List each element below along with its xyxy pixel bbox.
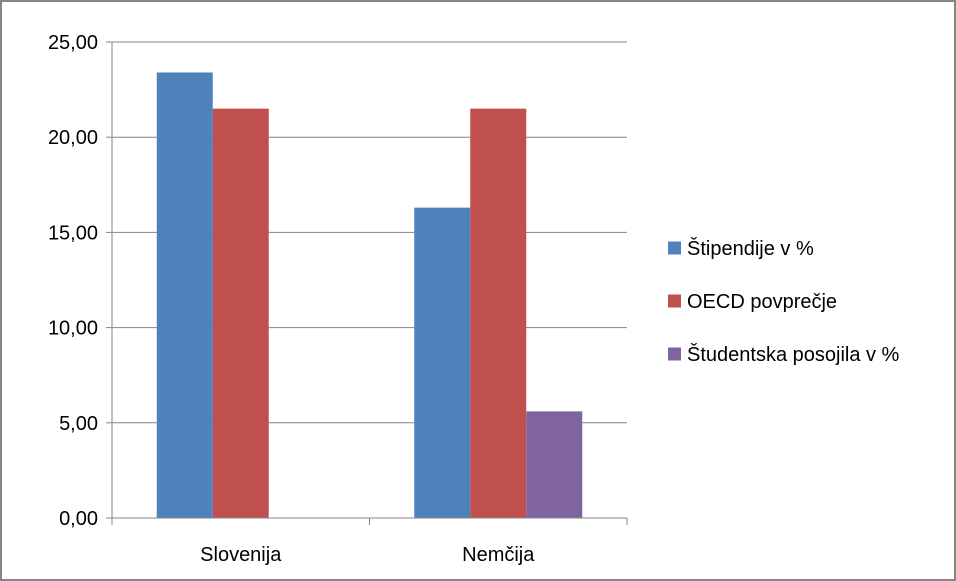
bar-nemčija-series-2 [526, 411, 583, 518]
legend-label: Študentska posojila v % [687, 343, 900, 366]
y-tick-label: 0,00 [59, 508, 98, 530]
y-tick-label: 20,00 [48, 127, 98, 149]
y-axis-tick-labels: 0,00 5,00 10,00 15,00 20,00 25,00 [48, 32, 98, 530]
legend-label: OECD povprečje [687, 291, 837, 313]
axes [106, 41, 628, 525]
bar-nemčija-series-0 [414, 207, 471, 518]
legend-swatch [668, 294, 681, 308]
y-tick-label: 10,00 [48, 318, 98, 340]
legend-label: Štipendije v % [687, 237, 814, 260]
legend-swatch [668, 241, 681, 255]
y-tick-label: 5,00 [59, 413, 98, 435]
bar-slovenija-series-1 [212, 108, 269, 518]
y-tick-label: 15,00 [48, 222, 98, 244]
legend: Štipendije v % OECD povprečje Študentska p… [668, 237, 900, 366]
y-tick-label: 25,00 [48, 32, 98, 54]
x-axis-category-labels: Slovenija Nemčija [200, 544, 535, 566]
x-category-label: Slovenija [200, 544, 282, 566]
legend-swatch [668, 347, 681, 361]
x-category-label: Nemčija [462, 544, 535, 566]
bar-slovenija-series-0 [156, 72, 213, 519]
bar-nemčija-series-1 [470, 108, 527, 518]
bars [156, 72, 583, 519]
